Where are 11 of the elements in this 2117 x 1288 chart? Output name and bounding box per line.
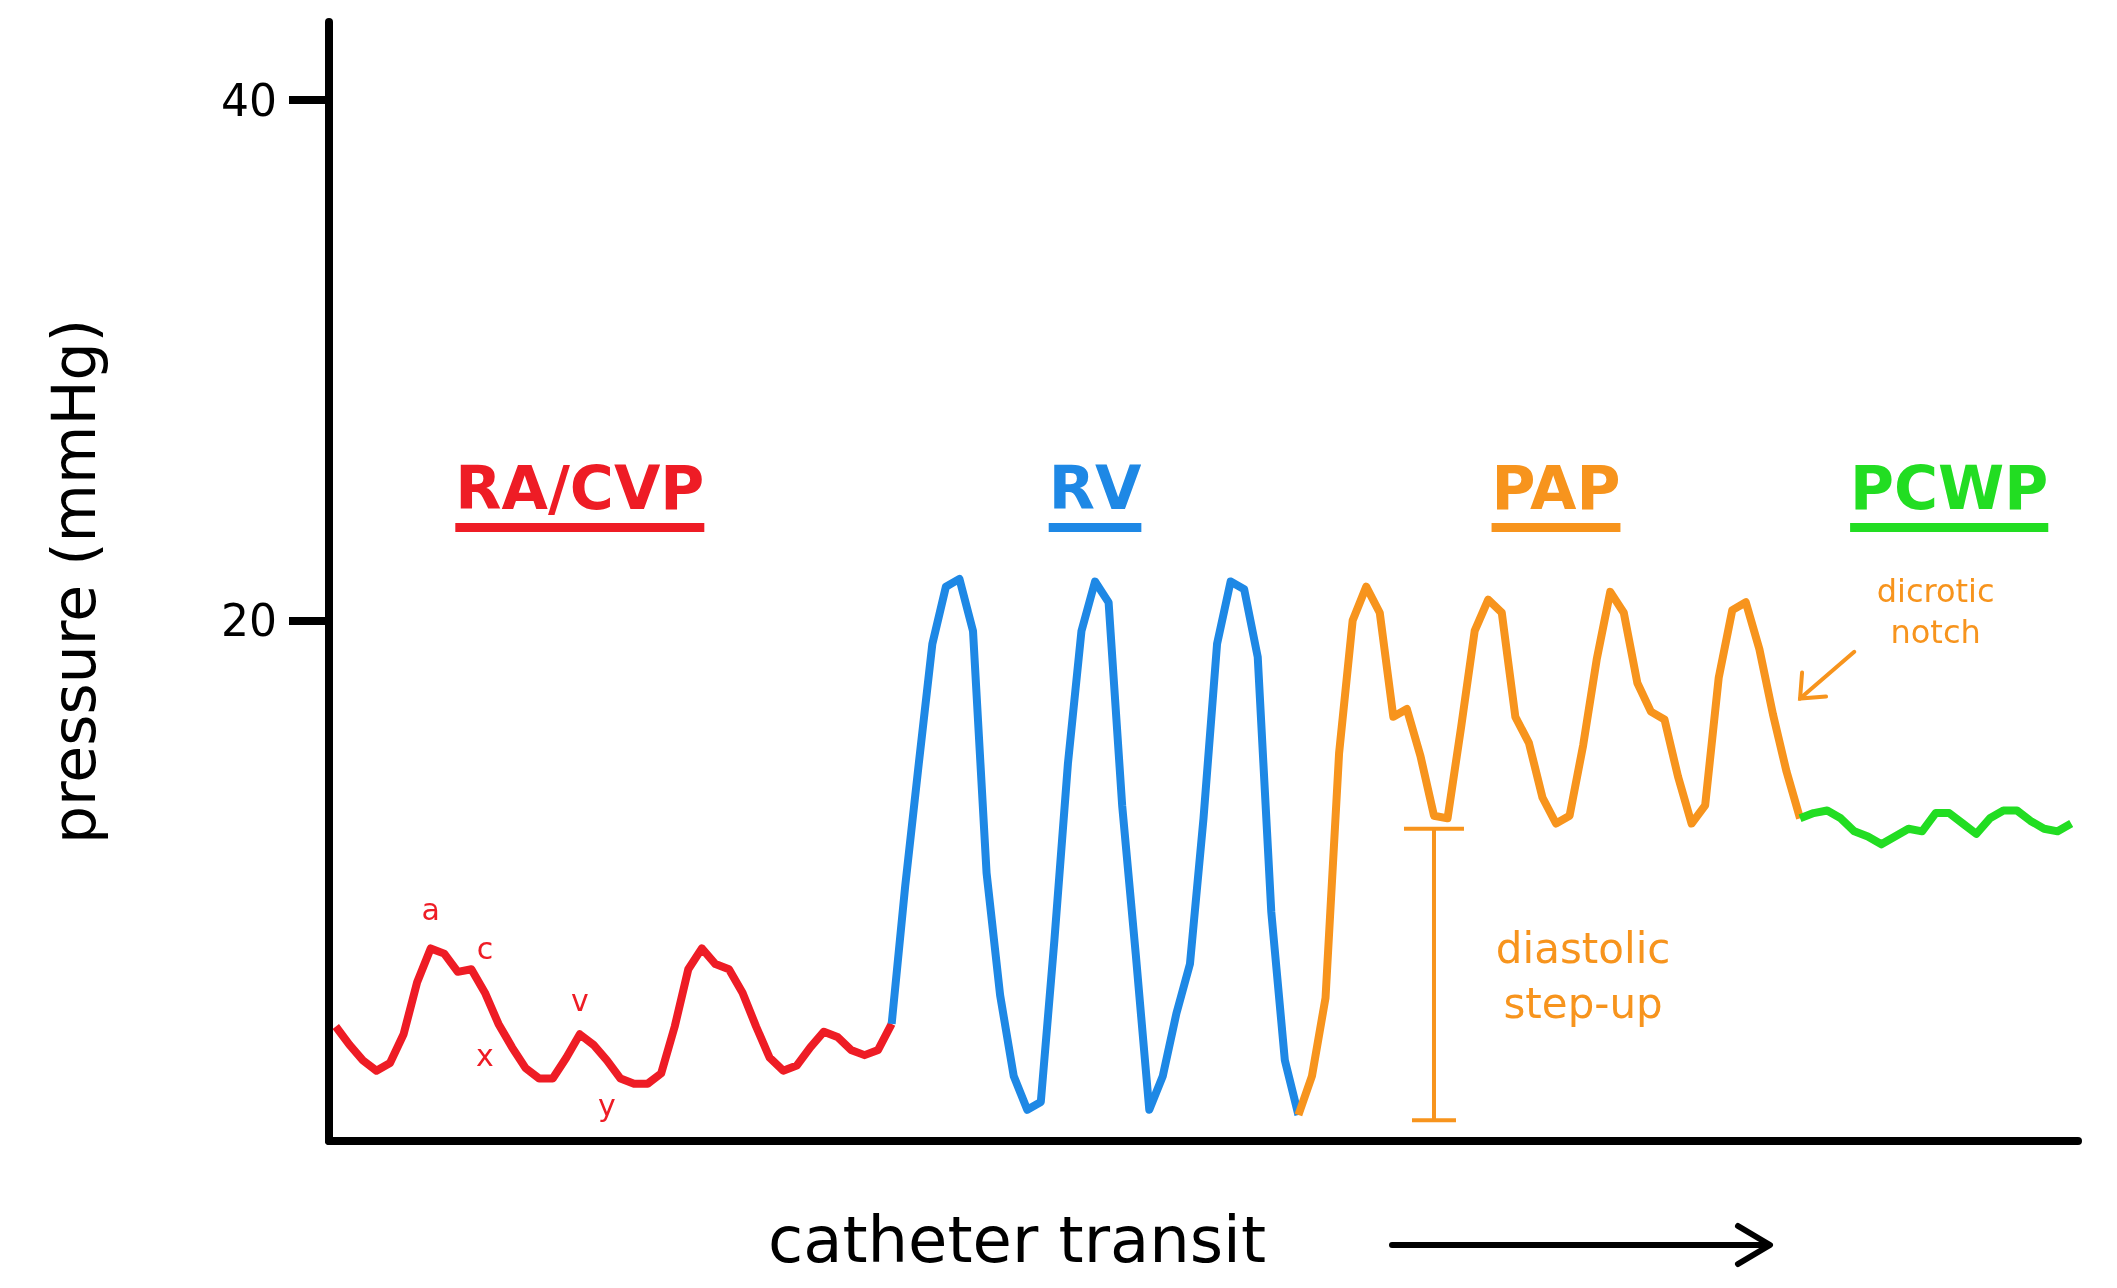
annotation: diastolic step-up <box>1494 923 1672 1031</box>
y-tick-label: 40 <box>221 74 277 126</box>
x-axis-title: catheter transit <box>768 1203 1266 1277</box>
y-tick-label: 20 <box>221 595 277 647</box>
annotation: x <box>475 1036 495 1075</box>
y-axis-title: pressure (mmHg) <box>39 318 109 845</box>
annotation: c <box>475 929 495 968</box>
annotation: y <box>597 1086 617 1125</box>
annotation: v <box>569 981 590 1020</box>
annotation: a <box>420 890 441 929</box>
annotation: dicrotic notch <box>1875 571 1996 654</box>
